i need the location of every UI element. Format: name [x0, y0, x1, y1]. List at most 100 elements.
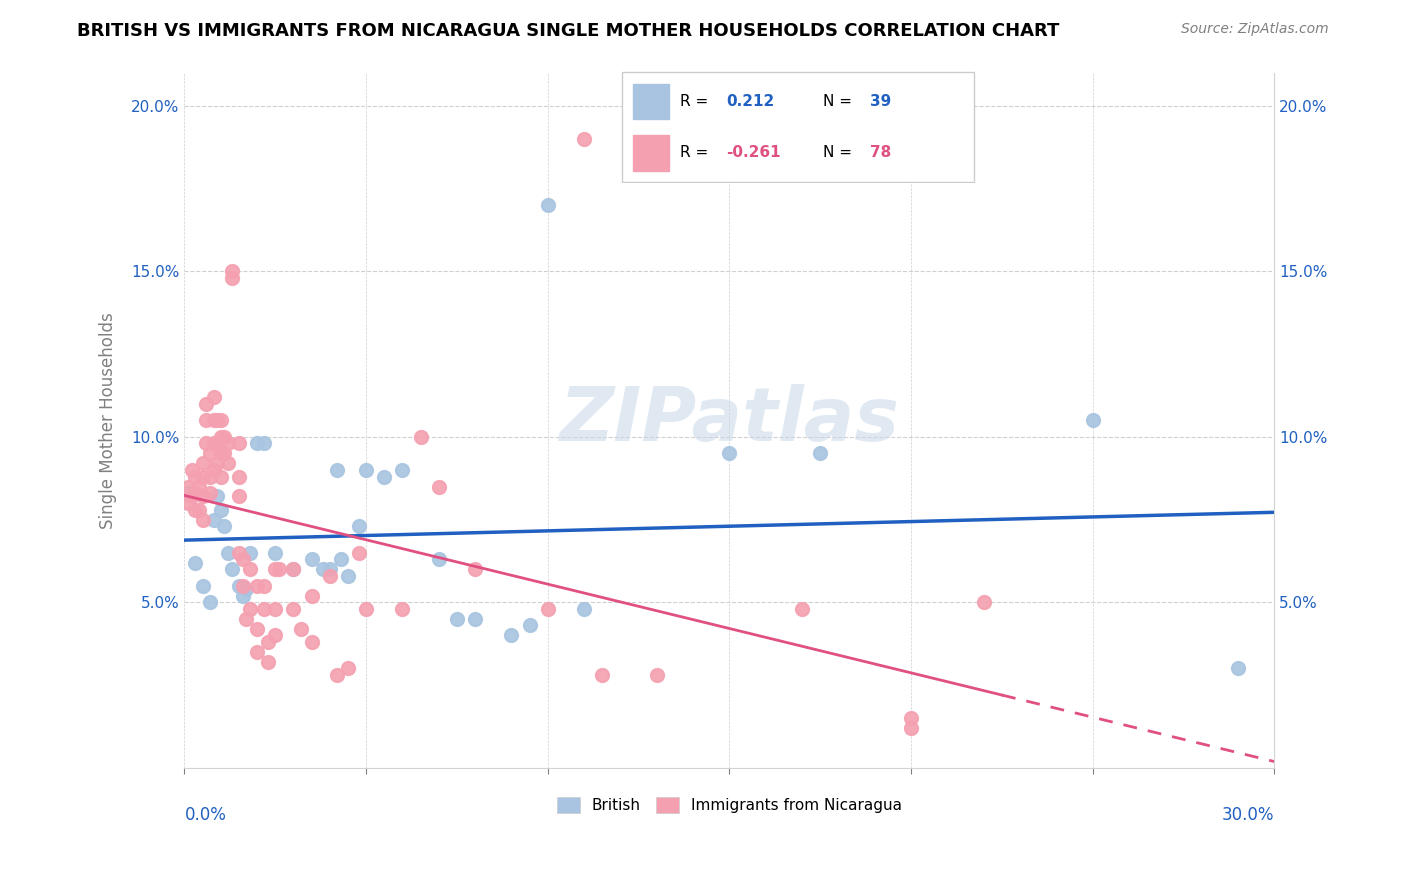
- Point: [591, 668, 613, 682]
- Point: [177, 496, 200, 510]
- Point: [301, 635, 323, 649]
- Point: [264, 562, 287, 576]
- Point: [188, 502, 211, 516]
- Point: [900, 721, 922, 735]
- Point: [391, 602, 413, 616]
- Point: [232, 552, 254, 566]
- FancyBboxPatch shape: [623, 72, 973, 182]
- Point: [184, 486, 207, 500]
- Point: [264, 602, 287, 616]
- Point: [198, 469, 221, 483]
- Point: [228, 469, 250, 483]
- Text: N =: N =: [823, 94, 852, 109]
- Point: [195, 397, 218, 411]
- Bar: [633, 84, 669, 120]
- Point: [209, 430, 232, 444]
- Point: [180, 463, 202, 477]
- Point: [246, 645, 269, 659]
- Point: [205, 490, 228, 504]
- Text: -0.261: -0.261: [727, 145, 780, 161]
- Point: [217, 546, 239, 560]
- Point: [202, 463, 225, 477]
- Point: [311, 562, 333, 576]
- Point: [228, 490, 250, 504]
- Point: [354, 463, 377, 477]
- Point: [329, 552, 352, 566]
- Point: [290, 622, 312, 636]
- Point: [221, 264, 243, 278]
- Point: [253, 436, 276, 450]
- Y-axis label: Single Mother Households: Single Mother Households: [100, 312, 117, 529]
- Point: [202, 436, 225, 450]
- Point: [221, 562, 243, 576]
- Point: [202, 512, 225, 526]
- Point: [257, 655, 280, 669]
- Point: [283, 602, 305, 616]
- Text: 39: 39: [869, 94, 891, 109]
- Point: [239, 562, 262, 576]
- Point: [214, 519, 236, 533]
- Bar: [633, 135, 669, 170]
- Point: [195, 436, 218, 450]
- Point: [253, 579, 276, 593]
- Point: [808, 446, 831, 460]
- Text: ZIPatlas: ZIPatlas: [560, 384, 900, 457]
- Point: [239, 602, 262, 616]
- Point: [347, 519, 370, 533]
- Text: 78: 78: [869, 145, 891, 161]
- Text: 0.0%: 0.0%: [184, 805, 226, 824]
- Point: [246, 436, 269, 450]
- Point: [319, 562, 342, 576]
- Point: [537, 602, 560, 616]
- Legend: British, Immigrants from Nicaragua: British, Immigrants from Nicaragua: [551, 791, 908, 819]
- Point: [184, 502, 207, 516]
- Point: [232, 579, 254, 593]
- Point: [409, 430, 432, 444]
- Point: [205, 413, 228, 427]
- Point: [973, 595, 995, 609]
- Point: [464, 612, 486, 626]
- Point: [645, 668, 668, 682]
- Point: [257, 635, 280, 649]
- Point: [239, 546, 262, 560]
- Point: [283, 562, 305, 576]
- Text: 30.0%: 30.0%: [1222, 805, 1274, 824]
- Point: [188, 479, 211, 493]
- Point: [177, 479, 200, 493]
- Point: [228, 546, 250, 560]
- Point: [347, 546, 370, 560]
- Point: [446, 612, 468, 626]
- Point: [198, 446, 221, 460]
- Point: [319, 569, 342, 583]
- Point: [235, 612, 257, 626]
- Point: [337, 661, 360, 675]
- Point: [214, 430, 236, 444]
- Point: [184, 469, 207, 483]
- Point: [217, 456, 239, 470]
- Point: [283, 562, 305, 576]
- Point: [205, 456, 228, 470]
- Point: [264, 628, 287, 642]
- Point: [191, 469, 214, 483]
- Point: [253, 602, 276, 616]
- Point: [326, 668, 349, 682]
- Point: [209, 469, 232, 483]
- Point: [718, 446, 741, 460]
- Point: [900, 711, 922, 725]
- Point: [191, 512, 214, 526]
- Point: [195, 413, 218, 427]
- Point: [301, 589, 323, 603]
- Point: [191, 490, 214, 504]
- Point: [267, 562, 290, 576]
- Point: [221, 271, 243, 285]
- Point: [246, 579, 269, 593]
- Point: [391, 463, 413, 477]
- Point: [235, 582, 257, 596]
- Point: [501, 628, 523, 642]
- Point: [214, 446, 236, 460]
- Point: [326, 463, 349, 477]
- Point: [228, 436, 250, 450]
- Text: R =: R =: [679, 145, 707, 161]
- Point: [464, 562, 486, 576]
- Point: [354, 602, 377, 616]
